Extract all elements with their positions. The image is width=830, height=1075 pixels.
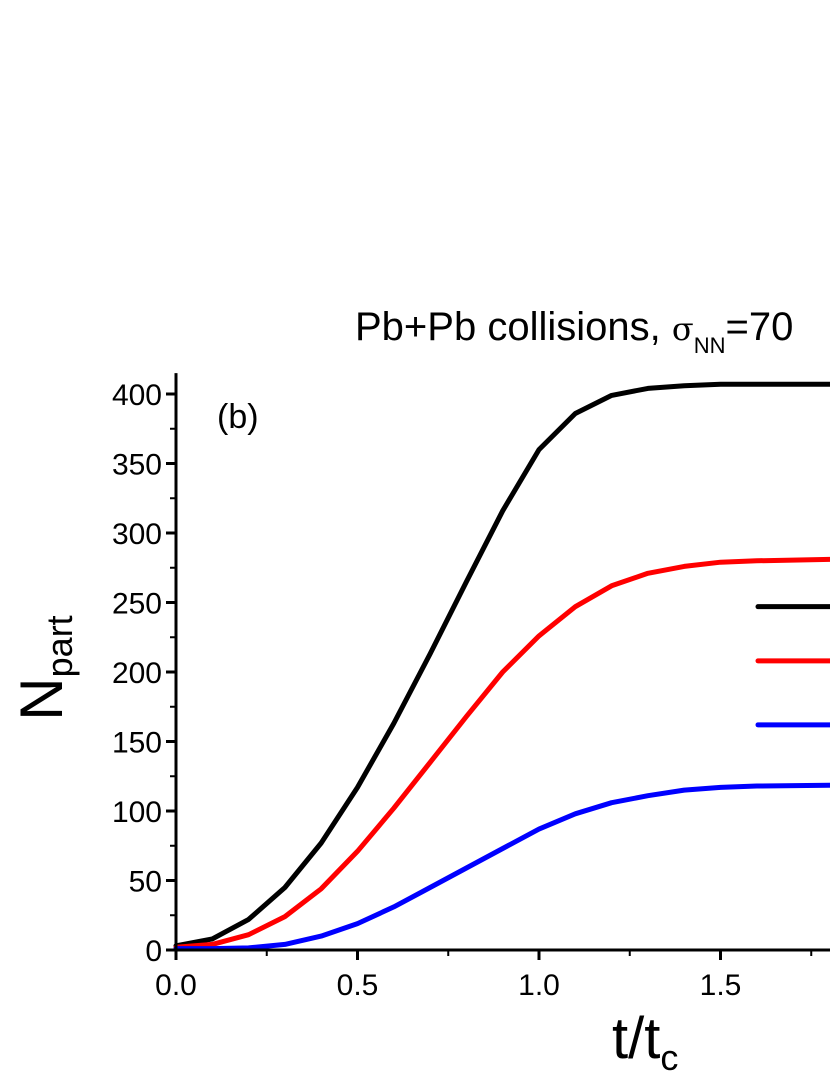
y-axis-label-main: N <box>8 677 75 720</box>
chart-title: Pb+Pb collisions, σNN=70 <box>355 305 793 358</box>
panel-label: (b) <box>217 398 259 436</box>
chart-title-sigma: σ <box>672 310 694 348</box>
y-tick-label: 50 <box>129 866 162 899</box>
chart-title-sub: NN <box>694 333 726 358</box>
chart-title-main: Pb+Pb collisions, <box>355 305 672 349</box>
y-tick-label: 300 <box>112 518 162 551</box>
series-line-1 <box>173 381 830 949</box>
y-tick-label: 0 <box>145 935 162 968</box>
x-tick-label: 1.0 <box>518 969 560 1002</box>
series-line-3 <box>173 782 830 952</box>
x-tick-label: 1.5 <box>700 969 742 1002</box>
y-tick-label: 400 <box>112 379 162 412</box>
y-tick-label: 250 <box>112 588 162 621</box>
svg-text:Npart: Npart <box>8 615 80 720</box>
chart-title-tail: =70 <box>725 305 793 349</box>
series-layer <box>173 381 830 952</box>
y-tick-label: 350 <box>112 449 162 482</box>
x-axis-label-main: t/t <box>612 1006 660 1071</box>
y-axis-label-sub: part <box>39 615 80 677</box>
legend-layer <box>755 604 830 728</box>
x-axis-label-sub: c <box>660 1037 678 1075</box>
axes-layer: 0501001502002503003504000.00.51.01.52.02… <box>112 373 830 1002</box>
y-tick-label: 200 <box>112 657 162 690</box>
y-tick-label: 100 <box>112 796 162 829</box>
y-tick-label: 150 <box>112 727 162 760</box>
x-tick-label: 0.0 <box>155 969 197 1002</box>
series-line-2 <box>173 556 830 950</box>
x-tick-label: 0.5 <box>337 969 379 1002</box>
y-axis-label: Npart <box>8 615 80 720</box>
x-axis-label: t/tc <box>612 1006 678 1075</box>
